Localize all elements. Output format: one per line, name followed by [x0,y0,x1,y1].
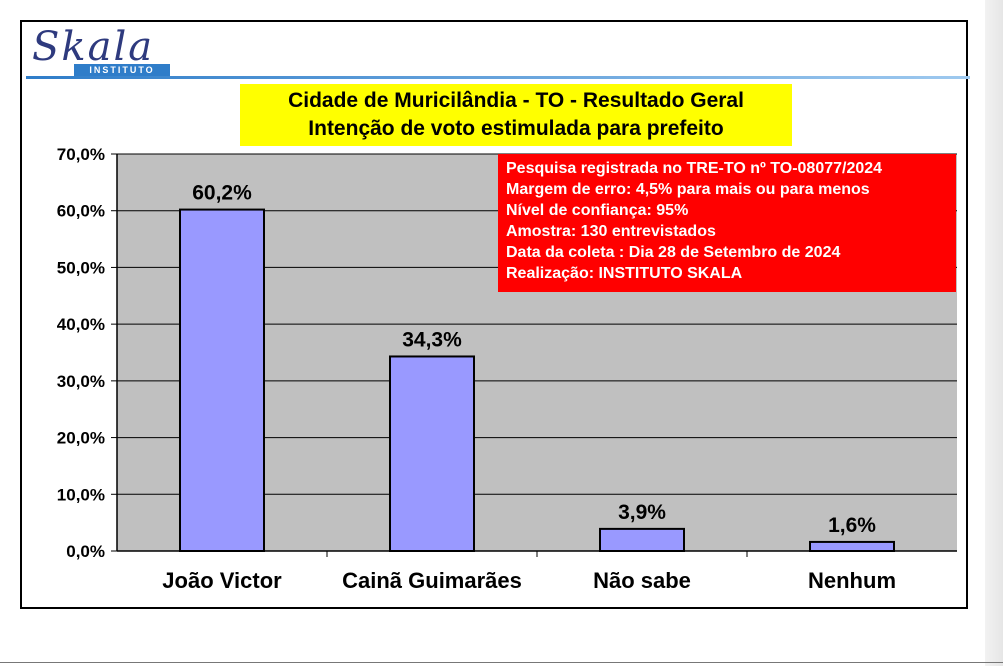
y-tick-label: 20,0% [57,429,105,448]
y-tick-label: 40,0% [57,315,105,334]
y-tick-label: 70,0% [57,145,105,164]
y-tick-label: 30,0% [57,372,105,391]
logo-underline [26,76,970,79]
y-tick-label: 50,0% [57,258,105,277]
page-bottom-line [0,662,1003,663]
bar-value-label: 60,2% [192,182,252,205]
skala-logo: Skala INSTITUTO [26,24,176,78]
x-category-label: Nenhum [808,568,896,593]
bar-value-label: 3,9% [618,501,666,524]
survey-info-author: Realização: INSTITUTO SKALA [506,265,743,282]
survey-info-date: Data da coleta : Dia 28 de Setembro de 2… [506,244,841,261]
bar [599,527,685,552]
x-category-label: Cainã Guimarães [342,568,522,593]
y-tick-label: 10,0% [57,485,105,504]
survey-info-margin: Margem de erro: 4,5% para mais ou para m… [506,181,870,198]
chart-title-line-2: Intenção de voto estimulada para prefeit… [308,117,724,140]
survey-info-confidence: Nível de confiança: 95% [506,202,689,219]
bar-value-label: 34,3% [402,328,462,351]
logo-wordmark: Skala [32,24,155,70]
survey-info-sample: Amostra: 130 entrevistados [506,223,716,240]
logo-subtitle: INSTITUTO [74,64,170,76]
chart-title: Cidade de Muricilândia - TO - Resultado … [240,84,792,146]
survey-info-box: Pesquisa registrada no TRE-TO nº TO-0807… [498,154,956,292]
x-category-label: Não sabe [593,568,691,593]
x-category-label: João Victor [162,568,282,593]
bar [179,208,265,553]
survey-info-registration: Pesquisa registrada no TRE-TO nº TO-0807… [506,160,883,177]
y-tick-label: 60,0% [57,202,105,221]
bar-value-label: 1,6% [828,514,876,537]
chart-title-line-1: Cidade de Muricilândia - TO - Resultado … [288,89,744,112]
bar [809,540,895,553]
page-edge-shadow [985,0,1003,666]
bar [389,355,475,552]
y-tick-label: 0,0% [66,542,105,561]
